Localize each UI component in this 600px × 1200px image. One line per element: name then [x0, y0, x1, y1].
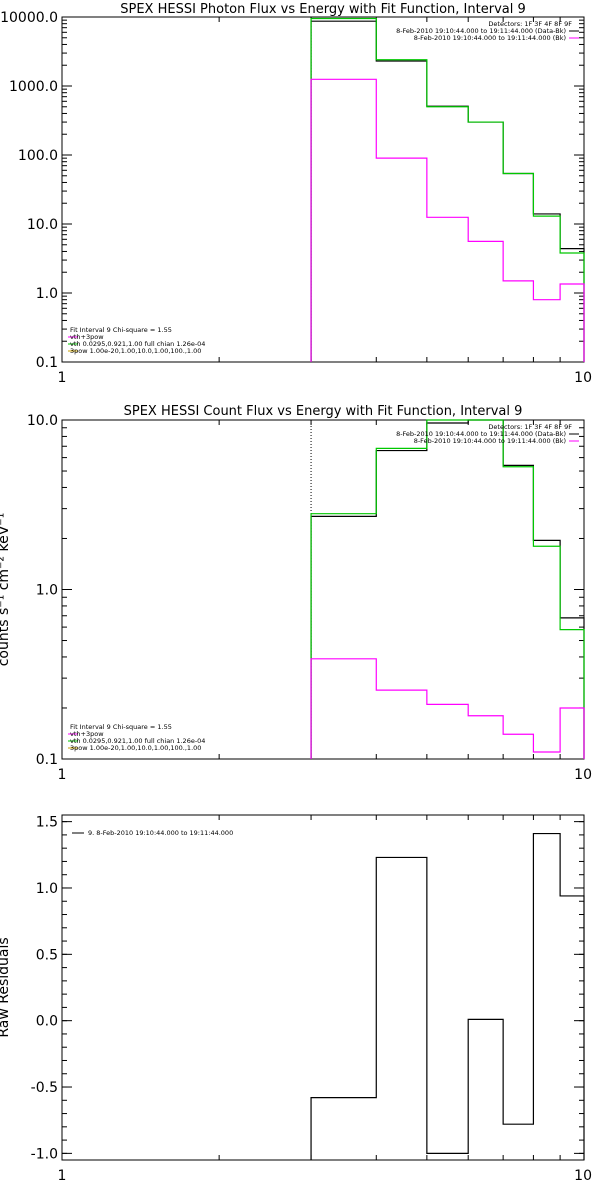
y-tick-label: 0.5 — [36, 947, 58, 963]
y-tick-label: -1.0 — [31, 1146, 58, 1162]
photon-flux-panel: SPEX HESSI Photon Flux vs Energy with Fi… — [0, 2, 592, 386]
legend-entry: 8-Feb-2010 19:10:44.000 to 19:11:44.000 … — [414, 34, 566, 42]
chart-title: SPEX HESSI Photon Flux vs Energy with Fi… — [120, 2, 526, 17]
y-tick-label: 1000.0 — [9, 79, 58, 95]
x-tick-label: 1 — [58, 1168, 67, 1184]
x-tick-label: 10 — [574, 1168, 592, 1184]
y-tick-label: 1.0 — [36, 286, 58, 302]
x-tick-label: 10 — [574, 767, 592, 783]
chart-title: SPEX HESSI Count Flux vs Energy with Fit… — [124, 404, 523, 419]
y-tick-label: 100.0 — [18, 148, 58, 164]
x-tick-label: 1 — [58, 767, 67, 783]
y-axis-label: Raw Residuals — [0, 937, 12, 1037]
y-tick-label: 0.0 — [36, 1014, 58, 1030]
y-tick-label: 10.0 — [27, 413, 58, 429]
legend-entry: Fit Interval 9 Chi-square = 1.55 — [70, 723, 172, 731]
legend-entry: Fit Interval 9 Chi-square = 1.55 — [70, 326, 172, 334]
legend-entry: 9. 8-Feb-2010 19:10:44.000 to 19:11:44.0… — [88, 829, 233, 837]
plot-frame — [61, 814, 585, 1161]
y-tick-label: -0.5 — [31, 1080, 58, 1096]
residuals-series — [310, 832, 585, 1160]
model-fit-series — [310, 419, 585, 759]
legend-entry: 8-Feb-2010 19:10:44.000 to 19:11:44.000 … — [414, 437, 566, 445]
y-tick-label: 10.0 — [27, 217, 58, 233]
y-axis-label: counts s⁻¹ cm⁻² keV⁻¹ — [0, 513, 12, 667]
model-fit-series — [310, 17, 585, 362]
x-tick-label: 10 — [574, 370, 592, 386]
plot-frame — [61, 419, 585, 760]
background-series — [310, 78, 585, 362]
y-tick-label: 0.1 — [36, 752, 58, 768]
y-tick-label: 1.0 — [36, 881, 58, 897]
legend-entry: 8-Feb-2010 19:10:44.000 to 19:11:44.000 … — [396, 27, 566, 35]
y-tick-label: 1.5 — [36, 815, 58, 831]
residuals-panel: 1 10 -1.0 -0.5 0.0 0.5 1.0 1.5 Raw Residuals 9. 8… — [0, 814, 592, 1184]
y-tick-label: 10000.0 — [0, 10, 58, 26]
legend-entry: vth 0.0295,0.921,1.00 full chian 1.26e-0… — [70, 737, 205, 745]
legend-entry: 3pow 1.00e-20,1.00,10.0,1.00,100.,1.00 — [70, 347, 201, 355]
legend-entry: vth+3pow — [70, 333, 104, 341]
legend-entry: 8-Feb-2010 19:10:44.000 to 19:11:44.000 … — [396, 430, 566, 438]
legend-entry: 3pow 1.00e-20,1.00,10.0,1.00,100.,1.00 — [70, 744, 201, 752]
background-series — [310, 658, 585, 759]
x-tick-label: 1 — [58, 370, 67, 386]
count-flux-panel: SPEX HESSI Count Flux vs Energy with Fit… — [0, 404, 592, 783]
data-bk-series — [310, 20, 585, 362]
plot-frame — [61, 16, 585, 363]
legend-entry: Detectors: 1F 3F 4F 8F 9F — [488, 423, 572, 431]
data-bk-series — [310, 419, 585, 759]
legend-entry: vth 0.0295,0.921,1.00 full chian 1.26e-0… — [70, 340, 205, 348]
y-tick-label: 0.1 — [36, 355, 58, 371]
legend-entry: Detectors: 1F 3F 4F 8F 9F — [488, 20, 572, 28]
legend-entry: vth+3pow — [70, 730, 104, 738]
y-tick-label: 1.0 — [36, 583, 58, 599]
